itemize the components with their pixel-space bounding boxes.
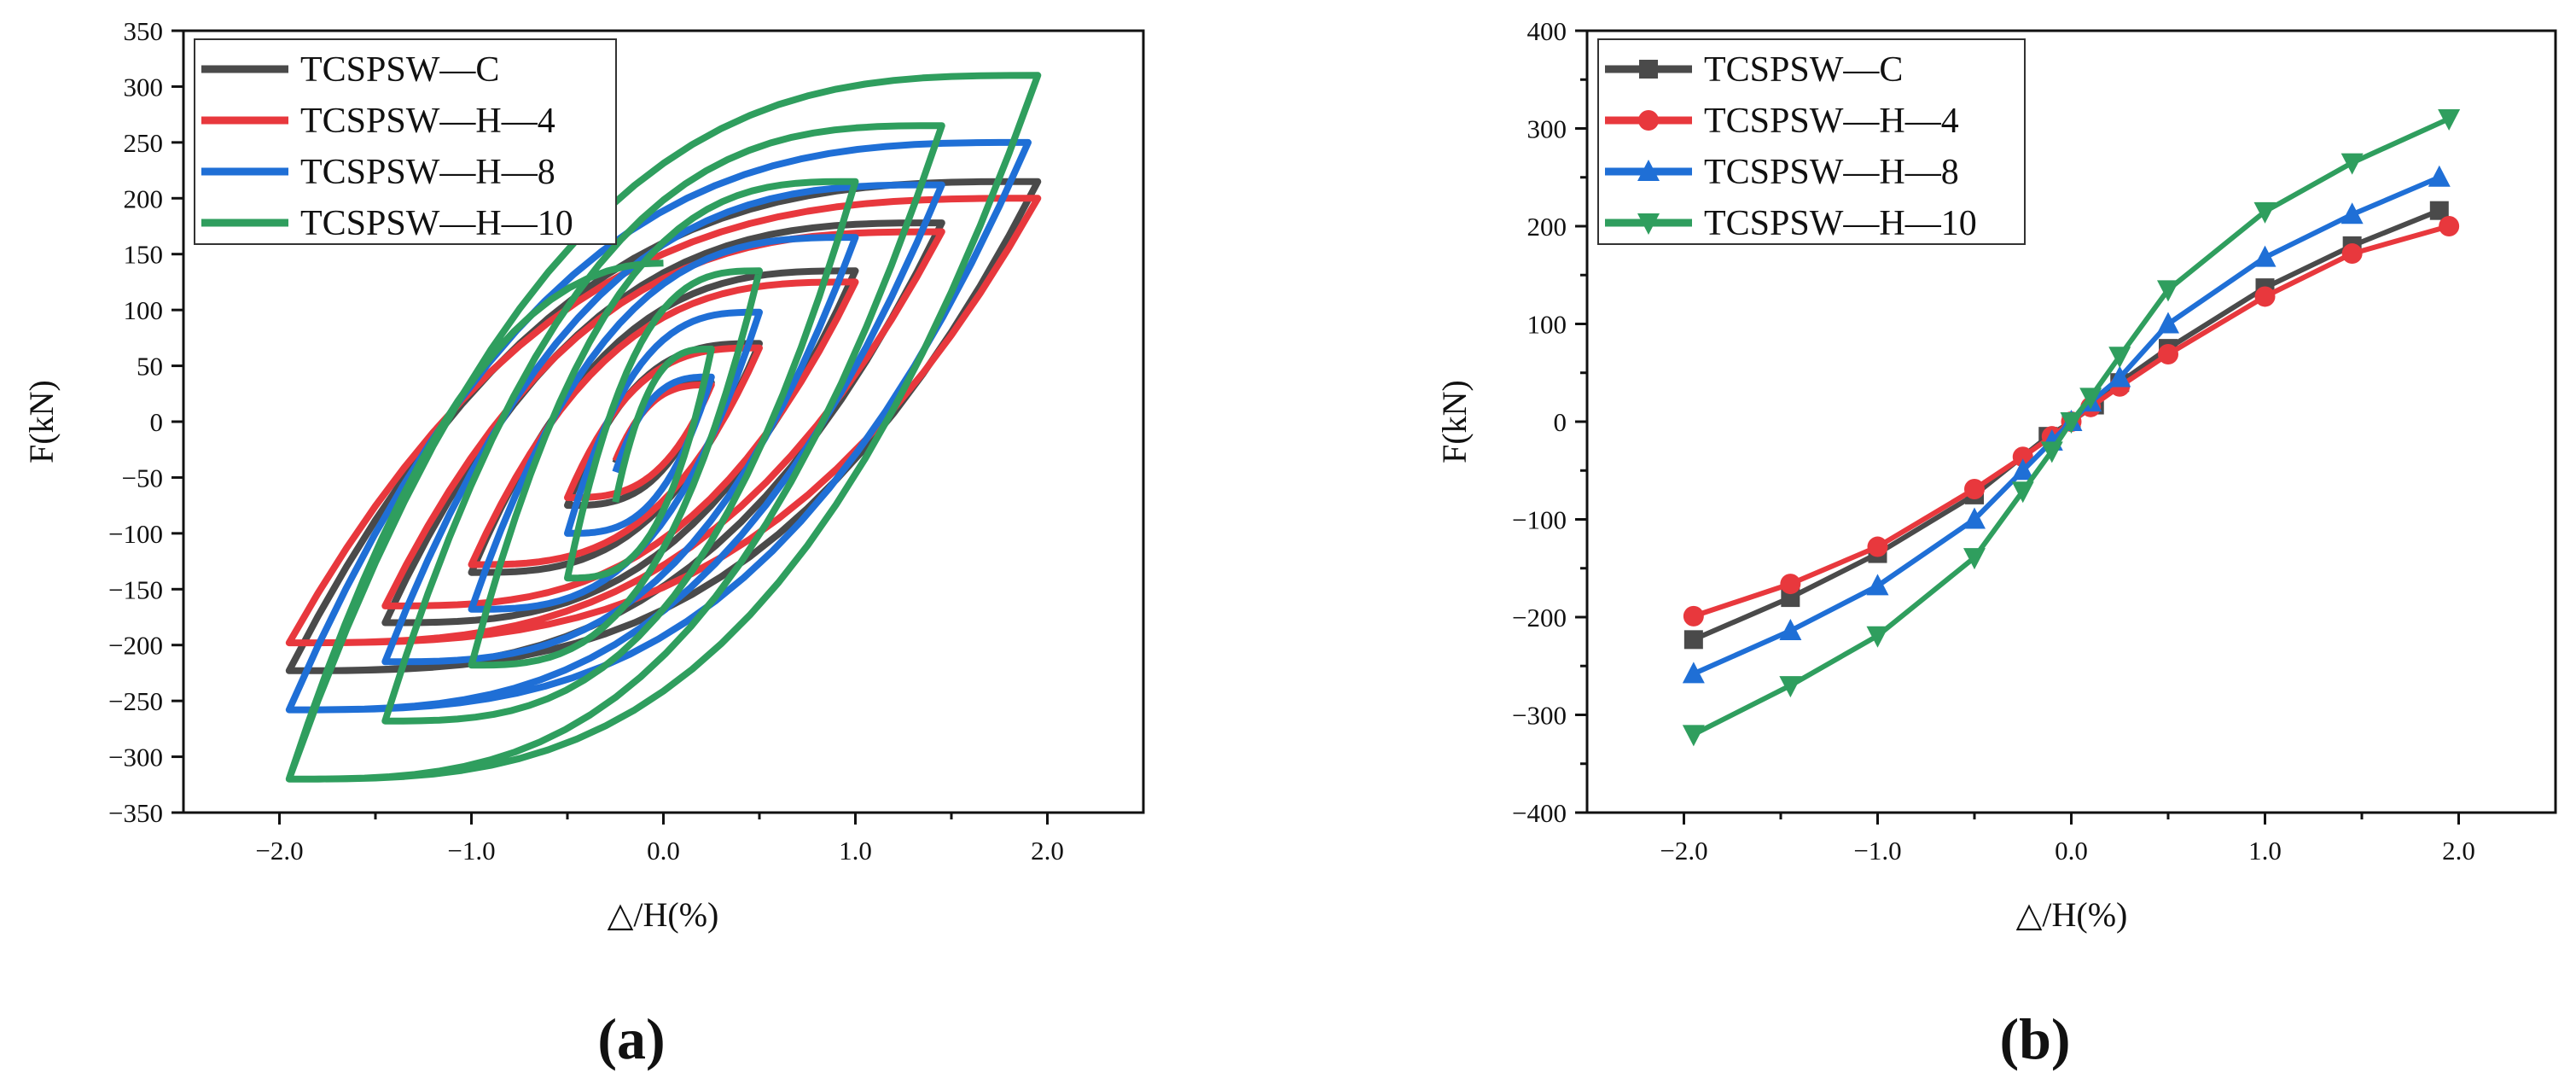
legend-label: TCSPSW—H—10 <box>300 204 573 243</box>
data-point-3 <box>2040 441 2063 463</box>
hysteresis-curves-a <box>285 72 1042 783</box>
data-point-3 <box>2438 109 2461 131</box>
data-point-2 <box>2428 165 2451 187</box>
x-tick-label: 0.0 <box>2055 836 2088 866</box>
y-tick-label: −300 <box>108 743 163 772</box>
y-tick-label: 300 <box>124 72 164 102</box>
data-point-1 <box>1683 605 1704 627</box>
legend-label: TCSPSW—H—4 <box>300 102 555 141</box>
y-tick-label: 250 <box>124 128 164 158</box>
legend-box <box>1597 38 2026 245</box>
x-axis-title-b: △/H(%) <box>2016 895 2128 934</box>
data-point-2 <box>2108 365 2131 388</box>
data-point-3 <box>2253 201 2277 224</box>
x-tick-label: −1.0 <box>447 836 495 866</box>
legend-label: TCSPSW—H—10 <box>1704 204 1977 243</box>
y-tick-label: −200 <box>108 631 163 661</box>
x-tick-label: 1.0 <box>839 836 872 866</box>
y-tick-label: 0 <box>150 407 164 437</box>
y-tick-label: −50 <box>122 463 163 493</box>
data-point-2 <box>2340 202 2364 224</box>
data-point-1 <box>2158 343 2178 364</box>
x-tick-label: 2.0 <box>1031 836 1064 866</box>
y-tick-label: −100 <box>1512 505 1567 535</box>
y-tick-label: −250 <box>108 686 163 716</box>
panel-label-a: (a) <box>597 1006 665 1071</box>
y-tick-label: −300 <box>1512 701 1567 731</box>
y-tick-label: 50 <box>137 352 163 382</box>
y-tick-label: 150 <box>124 240 164 270</box>
legend-b: TCSPSW—C TCSPSW—H—4 TCSPSW—H—8 TCSPSW—H—10 <box>1597 38 2026 245</box>
data-point-3 <box>2079 388 2102 410</box>
legend-marker <box>1637 160 1660 181</box>
data-point-1 <box>2439 216 2460 236</box>
y-tick-label: 200 <box>1527 212 1567 242</box>
data-point-3 <box>2108 347 2131 369</box>
y-tick-label: 200 <box>124 184 164 213</box>
y-tick-label: −350 <box>108 798 163 828</box>
panel-label-b: (b) <box>1999 1006 2070 1071</box>
chart-panel-b: −2.0 −1.0 0.0 1.0 2.0 −400 −300 −200 −100 0 100 200… <box>1435 16 2557 1071</box>
data-point-2 <box>1866 574 1889 596</box>
y-tick-label: −400 <box>1512 798 1567 828</box>
legend-label: TCSPSW—C <box>300 50 499 90</box>
data-point-0 <box>1683 630 1703 650</box>
x-axis-title-a: △/H(%) <box>608 895 719 934</box>
x-tick-label: −2.0 <box>1660 836 1707 866</box>
data-point-2 <box>1779 619 1802 641</box>
data-point-1 <box>2254 286 2276 307</box>
chart-panel-a: −2.0 −1.0 0.0 1.0 2.0 −350 −300 −250 −200 −150 −10… <box>22 16 1145 1071</box>
y-axis-title-a: F(kN) <box>22 380 61 463</box>
data-point-2 <box>2011 458 2034 481</box>
y-tick-label: 400 <box>1527 16 1567 46</box>
legend-label: TCSPSW—H—8 <box>300 153 555 192</box>
y-tick-label: 0 <box>1554 407 1567 437</box>
legend-box <box>194 38 617 245</box>
y-tick-label: 100 <box>1527 310 1567 340</box>
x-tick-label: −1.0 <box>1853 836 1901 866</box>
data-point-3 <box>2340 153 2364 175</box>
hysteresis-line-3 <box>285 72 1042 783</box>
y-tick-label: 300 <box>1527 114 1567 144</box>
legend-marker <box>1638 110 1659 131</box>
data-point-3 <box>1866 626 1889 648</box>
data-point-2 <box>2253 245 2277 267</box>
legend-marker <box>1637 213 1660 235</box>
legend-marker <box>1639 60 1658 79</box>
legend-label: TCSPSW—H—8 <box>1704 153 1959 192</box>
x-tick-label: 0.0 <box>647 836 680 866</box>
data-point-3 <box>2157 280 2179 302</box>
data-point-3 <box>2011 481 2034 504</box>
legend-label: TCSPSW—H—4 <box>1704 102 1959 141</box>
x-tick-label: −2.0 <box>255 836 303 866</box>
legend-label: TCSPSW—C <box>1704 50 1903 90</box>
data-point-0 <box>2429 201 2449 220</box>
data-point-2 <box>2157 312 2179 334</box>
data-point-2 <box>1682 662 1705 684</box>
skeleton-curves-b <box>1682 109 2461 747</box>
data-point-1 <box>1867 536 1888 557</box>
data-point-3 <box>1963 548 1986 570</box>
y-tick-label: 100 <box>124 295 164 325</box>
y-tick-label: 350 <box>124 16 164 46</box>
data-point-3 <box>1682 725 1705 747</box>
data-point-3 <box>1779 676 1802 698</box>
x-tick-label: 2.0 <box>2442 836 2475 866</box>
y-tick-label: −200 <box>1512 603 1567 632</box>
x-tick-label: 1.0 <box>2248 836 2282 866</box>
data-point-3 <box>2060 412 2083 434</box>
legend-a: TCSPSW—C TCSPSW—H—4 TCSPSW—H—8 TCSPSW—H—10 <box>194 38 617 245</box>
y-tick-label: −150 <box>108 574 163 604</box>
y-axis-title-b: F(kN) <box>1435 380 1474 463</box>
data-point-1 <box>1964 479 1985 500</box>
y-tick-label: −100 <box>108 519 163 549</box>
data-point-2 <box>1963 507 1986 529</box>
data-point-1 <box>2341 243 2363 265</box>
data-point-1 <box>1780 574 1801 595</box>
